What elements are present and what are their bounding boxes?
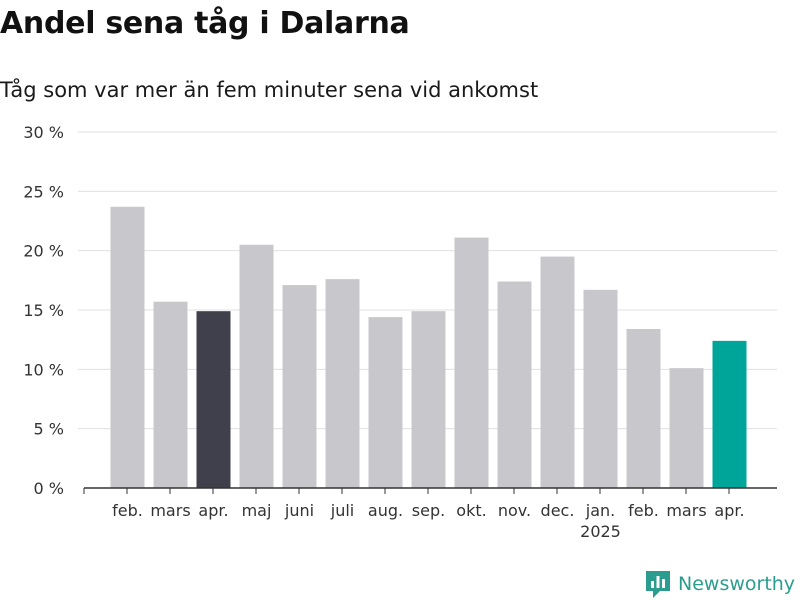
- bar: [540, 256, 575, 488]
- x-tick-label: feb.: [628, 501, 659, 520]
- newsworthy-logo: Newsworthy: [644, 569, 795, 599]
- bar: [282, 285, 317, 488]
- bar: [712, 340, 747, 488]
- x-tick-label: apr.: [198, 501, 228, 520]
- bar: [454, 237, 489, 488]
- y-tick-label: 0 %: [34, 479, 64, 498]
- x-year-label: 2025: [580, 522, 621, 541]
- bar: [497, 281, 532, 488]
- y-tick-label: 15 %: [23, 301, 64, 320]
- bar: [669, 368, 704, 488]
- bars: [110, 206, 747, 488]
- x-tick-label: aug.: [368, 501, 403, 520]
- x-tick-label: jan.: [585, 501, 615, 520]
- x-tick-label: dec.: [541, 501, 575, 520]
- y-axis: 0 % 5 % 10 % 15 % 20 % 25 % 30 %: [23, 123, 64, 498]
- logo-text: Newsworthy: [678, 573, 796, 595]
- y-tick-label: 25 %: [23, 182, 64, 201]
- chart-subtitle: Tåg som var mer än fem minuter sena vid …: [0, 78, 539, 102]
- x-tick-label: maj: [242, 501, 272, 520]
- bar: [583, 289, 618, 488]
- bar: [411, 311, 446, 488]
- bar-chart-icon: [646, 571, 670, 598]
- x-axis: feb. mars apr. maj juni juli aug. sep. okt. nov. d…: [83, 487, 777, 541]
- bar: [153, 301, 188, 488]
- x-tick-label: juni: [284, 501, 314, 520]
- x-tick-label: feb.: [112, 501, 143, 520]
- bar: [368, 317, 403, 488]
- y-tick-label: 10 %: [23, 360, 64, 379]
- y-tick-label: 20 %: [23, 242, 64, 261]
- x-tick-label: mars: [150, 501, 190, 520]
- bar: [239, 244, 274, 488]
- x-tick-label: juli: [330, 501, 354, 520]
- x-tick-label: sep.: [412, 501, 445, 520]
- bar: [196, 311, 231, 488]
- x-tick-label: okt.: [456, 501, 486, 520]
- chart-title: Andel sena tåg i Dalarna: [0, 6, 410, 41]
- y-tick-label: 30 %: [23, 123, 64, 142]
- x-tick-label: nov.: [498, 501, 531, 520]
- bar: [110, 206, 145, 488]
- y-tick-label: 5 %: [34, 420, 64, 439]
- bar: [626, 328, 661, 488]
- bar: [325, 279, 360, 488]
- x-tick-label: apr.: [714, 501, 744, 520]
- x-tick-label: mars: [666, 501, 706, 520]
